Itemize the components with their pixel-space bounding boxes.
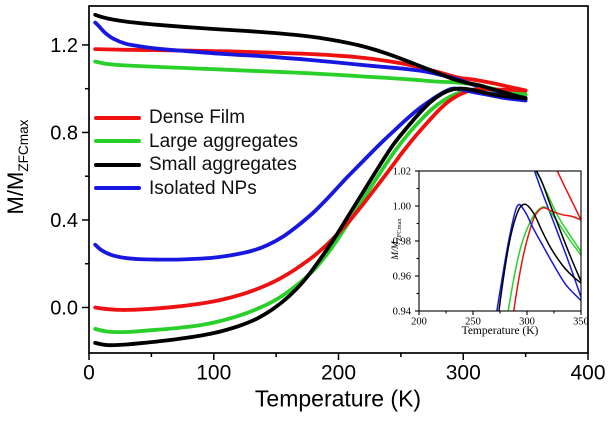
main-curve-small-aggregates-zfc <box>93 86 528 348</box>
legend-swatch-isolated-nps <box>94 186 141 191</box>
legend-label-large-aggregates: Large aggregates <box>149 130 298 152</box>
inset-x-tick-label: 300 <box>519 317 535 328</box>
inset-curve-dense-film-zfc <box>513 206 581 311</box>
inset-x-tick-label: 200 <box>411 317 427 328</box>
legend-swatch-large-aggregates <box>94 139 141 144</box>
inset-curve-large-aggregates-zfc <box>507 206 581 311</box>
main-x-tick-label: 0 <box>83 361 95 384</box>
inset-plot-area <box>496 171 581 311</box>
main-x-tick-label: 200 <box>321 361 356 384</box>
main-y-tick-label: 1.2 <box>50 35 78 57</box>
main-y-tick-label: 0.8 <box>50 122 78 144</box>
inset-y-axis-label-text: M/M <box>391 241 402 260</box>
inset-y-axis-label-subscript: ZFCmax <box>395 218 403 242</box>
inset-ticks: 200 250 300 350 0.94 0.96 0.98 1.00 1.02 <box>393 167 589 328</box>
legend-label-small-aggregates: Small aggregates <box>149 154 297 176</box>
legend-label-isolated-nps: Isolated NPs <box>149 177 257 199</box>
legend: Dense Film Large aggregates Small aggreg… <box>94 106 298 200</box>
main-plot-area <box>93 12 528 348</box>
y-axis-label-text: M/M <box>2 171 28 215</box>
y-axis-label: M/MZFCmax <box>3 120 31 215</box>
inset-y-tick-label: 1.00 <box>393 202 411 213</box>
inset-curve-small-aggregates-zfc <box>498 203 581 311</box>
y-axis-label-subscript: ZFCmax <box>16 119 32 172</box>
main-curve-small-aggregates-fc <box>93 12 528 100</box>
inset-x-tick-label: 350 <box>573 317 589 328</box>
inset-y-tick-label: 0.94 <box>393 307 412 318</box>
inset-y-axis-label: M/MZFCmax <box>391 218 403 259</box>
inset-y-tick-label: 1.02 <box>393 167 411 178</box>
legend-item-large-aggregates: Large aggregates <box>94 130 298 154</box>
legend-item-dense-film: Dense Film <box>94 106 298 130</box>
inset-y-tick-label: 0.96 <box>393 272 411 283</box>
inset-curve-isolated-nps-fc <box>533 171 581 298</box>
main-y-tick-label: 0.0 <box>50 297 78 319</box>
x-axis-label: Temperature (K) <box>254 385 422 412</box>
inset-x-axis-label: Temperature (K) <box>461 325 539 337</box>
main-x-tick-label: 300 <box>446 361 481 384</box>
main-curve-dense-film-fc <box>93 47 528 93</box>
main-y-tick-label: 0.4 <box>50 210 78 232</box>
inset-y-tick-label: 0.98 <box>393 237 411 248</box>
legend-swatch-small-aggregates <box>94 162 141 167</box>
main-x-tick-label: 400 <box>570 361 605 384</box>
legend-item-isolated-nps: Isolated NPs <box>94 177 298 201</box>
legend-item-small-aggregates: Small aggregates <box>94 153 298 177</box>
inset-x-tick-label: 250 <box>465 317 481 328</box>
main-ticks: 0 100 200 300 400 0.0 0.4 0.8 1.2 <box>50 35 605 384</box>
legend-label-dense-film: Dense Film <box>149 107 246 129</box>
legend-swatch-dense-film <box>94 115 141 120</box>
inset-curve-small-aggregates-fc <box>535 171 581 283</box>
main-x-tick-label: 100 <box>196 361 231 384</box>
